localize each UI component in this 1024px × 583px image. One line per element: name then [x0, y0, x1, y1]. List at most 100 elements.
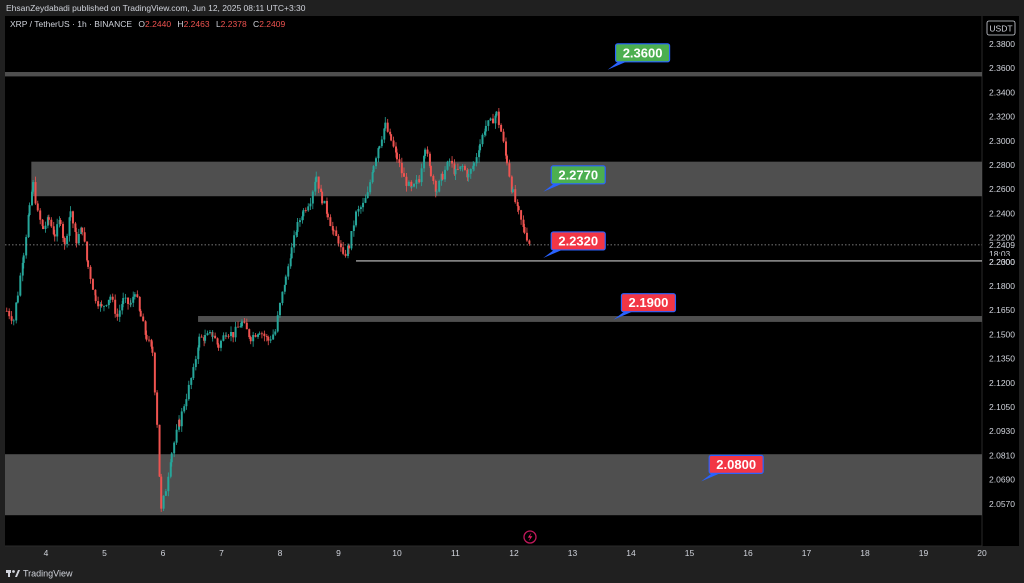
zone-box[interactable]: [5, 72, 982, 77]
candle-body: [136, 294, 139, 297]
x-tick-label: 14: [626, 548, 636, 558]
callout-box[interactable]: [550, 231, 606, 251]
candle-body: [121, 304, 124, 311]
zone-box[interactable]: [5, 454, 982, 516]
candle-body: [377, 148, 380, 159]
candle-body: [232, 331, 235, 338]
ohlc-low-value: 2.2378: [221, 19, 247, 29]
candle-body: [269, 339, 272, 341]
callout-box[interactable]: [614, 43, 671, 63]
candle-body: [484, 125, 487, 132]
candle-body: [478, 150, 481, 158]
x-axis-ticks: 4 5 6 7 8 9 10 11 12 13 14 15 16 17 18 19 20: [44, 548, 987, 558]
x-tick-label: 5: [102, 548, 107, 558]
candle-body: [332, 230, 335, 232]
candle-body: [398, 159, 401, 163]
candle-body: [472, 165, 475, 170]
price-axis[interactable]: [982, 16, 1019, 546]
symbol-line: XRP / TetherUS · 1h · BINANCE O2.2440 H2…: [10, 19, 285, 29]
candle-body: [402, 173, 405, 177]
bar-countdown-label: 18:03: [989, 249, 1011, 259]
candle-body: [432, 176, 435, 181]
y-tick-label: 2.2200: [989, 233, 1015, 243]
callout-box[interactable]: [620, 293, 677, 313]
candle-body: [315, 176, 318, 182]
zone-box[interactable]: [31, 161, 982, 197]
candle-body: [197, 347, 200, 360]
candle-body: [284, 276, 287, 285]
zone-box[interactable]: [198, 316, 982, 322]
candle-body: [22, 255, 25, 263]
candle-body: [276, 315, 279, 332]
candle-body: [74, 223, 77, 232]
y-tick-label: 2.2000: [989, 257, 1015, 267]
candle-body: [304, 210, 307, 211]
candle-body: [122, 298, 125, 305]
candle-body: [448, 160, 451, 162]
candle-body: [31, 191, 34, 206]
candle-body: [434, 180, 437, 192]
y-tick-label: 2.0570: [989, 499, 1015, 509]
candle-body: [211, 335, 214, 337]
candle-body: [260, 333, 263, 335]
candle-body: [15, 302, 18, 321]
zones-layer: [5, 72, 982, 516]
candle-body: [75, 231, 78, 244]
candle-body: [151, 346, 154, 353]
x-tick-label: 17: [802, 548, 812, 558]
candle-body: [517, 206, 520, 211]
candle-body: [89, 266, 92, 280]
candle-body: [124, 297, 127, 299]
candle-body: [170, 453, 173, 463]
y-tick-label: 2.2400: [989, 208, 1015, 218]
candle-body: [56, 224, 59, 237]
candle-body: [81, 227, 84, 233]
ohlc-close-value: 2.2409: [259, 19, 285, 29]
candle-body: [311, 191, 314, 204]
candle-body: [441, 173, 444, 180]
x-tick-label: 19: [919, 548, 929, 558]
candle-body: [392, 140, 395, 147]
candle-body: [420, 168, 423, 183]
candle-body: [295, 231, 298, 236]
candle-body: [339, 243, 342, 248]
callout-label: 2.0800: [716, 457, 756, 472]
ohlc-high-label: H: [177, 19, 183, 29]
candle-body: [173, 442, 176, 454]
candle-body: [274, 331, 277, 335]
candle-body: [362, 202, 365, 208]
candle-body: [516, 202, 519, 207]
candle-body: [444, 169, 447, 180]
y-tick-label: 2.1200: [989, 378, 1015, 388]
candle-body: [475, 157, 478, 164]
candle-body: [53, 234, 56, 237]
x-tick-label: 12: [509, 548, 519, 558]
candle-body: [352, 225, 355, 232]
candle-body: [12, 320, 15, 322]
candle-body: [525, 232, 528, 241]
candle-body: [206, 333, 209, 336]
candle-body: [347, 245, 350, 249]
callout-box[interactable]: [550, 165, 606, 185]
candle-body: [267, 337, 270, 341]
callout-pointer: [543, 248, 565, 258]
candle-body: [323, 200, 326, 204]
candle-body: [375, 158, 378, 167]
y-tick-label: 2.0690: [989, 475, 1015, 485]
callout-box[interactable]: [708, 454, 764, 474]
candle-body: [97, 301, 100, 307]
candle-body: [69, 211, 72, 218]
candle-body: [418, 179, 421, 183]
currency-badge[interactable]: USDT: [986, 20, 1016, 36]
lightning-icon[interactable]: [523, 530, 537, 544]
y-tick-label: 2.3800: [989, 39, 1015, 49]
candle-body: [102, 305, 105, 307]
candle-body: [424, 149, 427, 157]
y-tick-label: 2.3000: [989, 136, 1015, 146]
candle-body: [138, 296, 141, 311]
candle-body: [227, 335, 230, 337]
candle-body: [10, 316, 13, 321]
candle-body: [366, 192, 369, 199]
candle-body: [510, 176, 513, 193]
